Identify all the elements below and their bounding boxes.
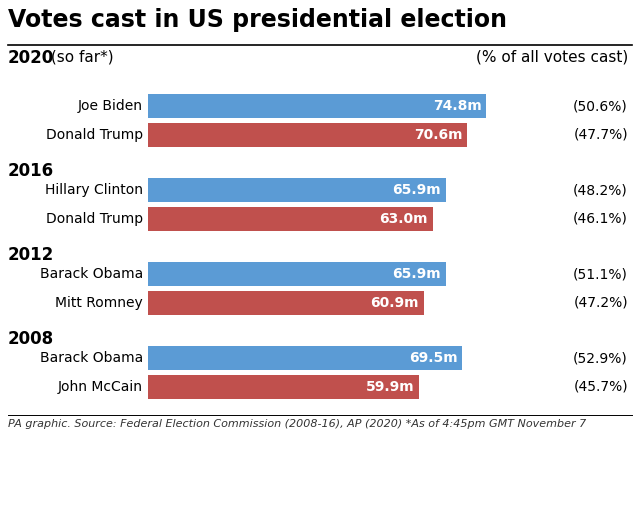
Text: (so far*): (so far*) [46,49,114,64]
Text: 65.9m: 65.9m [392,183,441,197]
Text: (47.2%): (47.2%) [573,296,628,310]
Text: Votes cast in US presidential election: Votes cast in US presidential election [8,8,507,32]
Text: (47.7%): (47.7%) [573,128,628,142]
Text: Donald Trump: Donald Trump [46,128,143,142]
Bar [148,375,419,399]
Text: Barack Obama: Barack Obama [40,351,143,365]
Text: John McCain: John McCain [58,380,143,394]
Text: 69.5m: 69.5m [409,351,458,365]
Text: PA graphic. Source: Federal Election Commission (2008-16), AP (2020) *As of 4:45: PA graphic. Source: Federal Election Com… [8,419,586,429]
Bar [148,178,446,202]
Bar [148,346,463,370]
Text: Mitt Romney: Mitt Romney [55,296,143,310]
Text: Barack Obama: Barack Obama [40,267,143,281]
Text: Donald Trump: Donald Trump [46,212,143,226]
Text: Hillary Clinton: Hillary Clinton [45,183,143,197]
Bar [148,291,424,315]
Text: (52.9%): (52.9%) [573,351,628,365]
Bar [148,207,433,231]
Text: 63.0m: 63.0m [380,212,428,226]
Text: (50.6%): (50.6%) [573,99,628,113]
Text: 2012: 2012 [8,246,54,264]
Text: 2016: 2016 [8,162,54,180]
Text: 2008: 2008 [8,330,54,348]
Bar [148,262,446,286]
Text: (46.1%): (46.1%) [573,212,628,226]
Bar [148,123,467,147]
Text: 60.9m: 60.9m [370,296,419,310]
Text: 2020: 2020 [8,49,54,67]
Text: 65.9m: 65.9m [392,267,441,281]
Text: Joe Biden: Joe Biden [78,99,143,113]
Text: (45.7%): (45.7%) [573,380,628,394]
Bar [148,94,486,118]
Text: 74.8m: 74.8m [433,99,481,113]
Text: (% of all votes cast): (% of all votes cast) [476,49,628,64]
Text: 59.9m: 59.9m [365,380,414,394]
Text: (48.2%): (48.2%) [573,183,628,197]
Text: 70.6m: 70.6m [414,128,463,142]
Text: (51.1%): (51.1%) [573,267,628,281]
